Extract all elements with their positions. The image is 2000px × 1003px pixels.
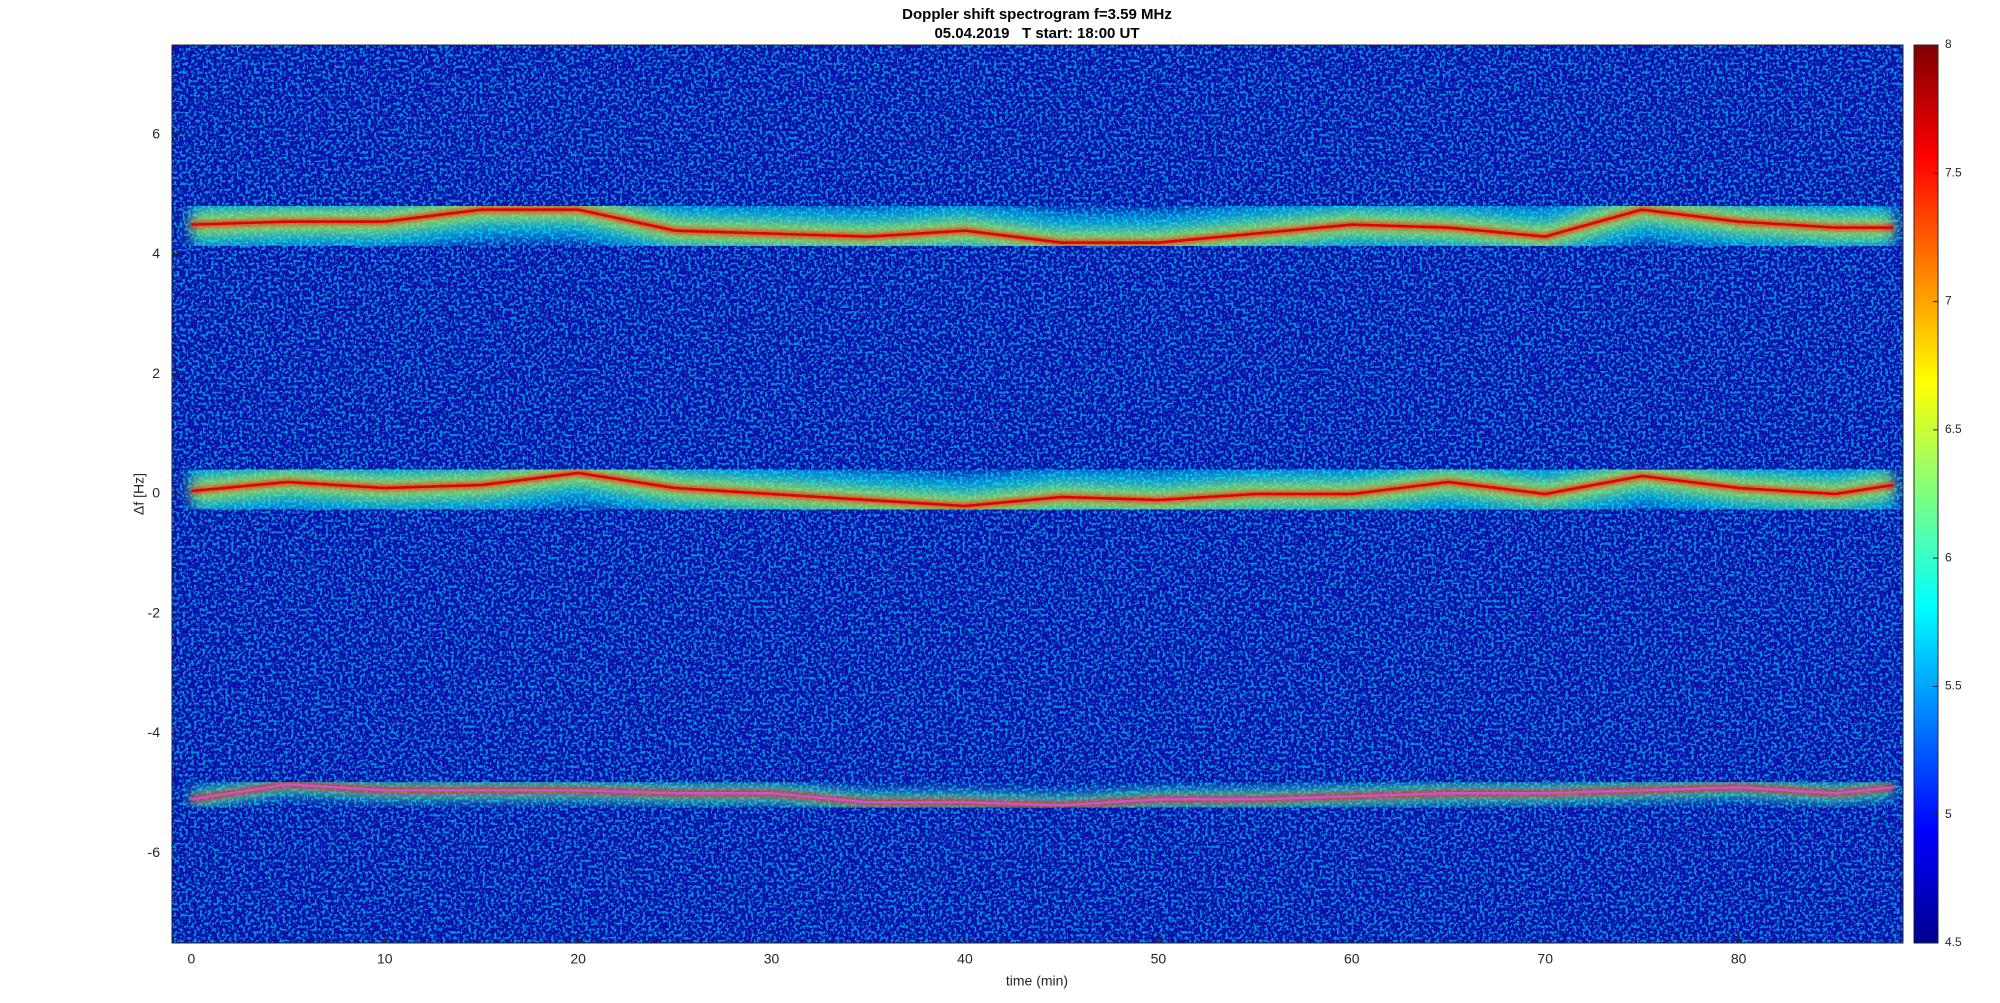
x-tick-label: 80 [1731,951,1747,967]
x-tick-label: 10 [377,951,393,967]
colorbar [1913,44,1939,944]
y-tick-label: 6 [152,126,160,142]
colorbar-tick-label: 5 [1945,807,1952,821]
trace-line [191,783,1894,807]
colorbar-tick-label: 5.5 [1945,679,1962,693]
y-tick-label: -6 [148,844,161,860]
colorbar-tick-label: 6.5 [1945,422,1962,436]
trace-line [191,208,1894,244]
plot-area [172,45,1903,943]
x-tick-label: 20 [570,951,586,967]
trace-line [191,471,1894,508]
colorbar-tick-label: 4.5 [1945,935,1962,949]
y-tick-label: 0 [152,485,160,501]
y-tick-label: -2 [148,604,161,620]
colorbar-tick-label: 8 [1945,37,1952,51]
chart-subtitle: 05.04.2019 T start: 18:00 UT [934,25,1139,42]
x-tick-label: 50 [1151,951,1167,967]
y-axis-label: Δf [Hz] [131,473,147,515]
chart-title: Doppler shift spectrogram f=3.59 MHz [902,6,1172,23]
x-tick-label: 60 [1344,951,1360,967]
x-tick-label: 30 [764,951,780,967]
x-tick-label: 70 [1537,951,1553,967]
colorbar-tick-label: 7.5 [1945,165,1962,179]
colorbar-tick-label: 6 [1945,550,1952,564]
x-axis-label: time (min) [1006,973,1068,989]
x-tick-label: 40 [957,951,973,967]
x-tick-label: 0 [187,951,195,967]
y-tick-label: -4 [148,724,161,740]
y-tick-label: 2 [152,365,160,381]
colorbar-tick-label: 7 [1945,294,1952,308]
y-tick-label: 4 [152,245,160,261]
